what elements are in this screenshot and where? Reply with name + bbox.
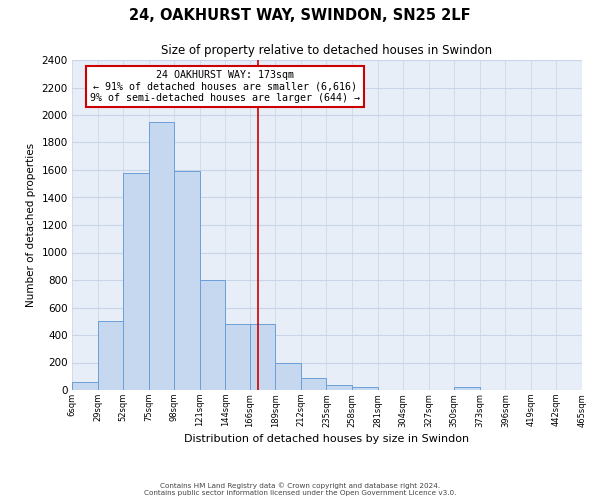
Text: Contains HM Land Registry data © Crown copyright and database right 2024.: Contains HM Land Registry data © Crown c…	[160, 482, 440, 489]
Text: Contains public sector information licensed under the Open Government Licence v3: Contains public sector information licen…	[144, 490, 456, 496]
Bar	[174, 172, 200, 390]
Y-axis label: Number of detached properties: Number of detached properties	[26, 143, 36, 307]
Bar	[200, 280, 226, 390]
Text: 24 OAKHURST WAY: 173sqm
← 91% of detached houses are smaller (6,616)
9% of semi-: 24 OAKHURST WAY: 173sqm ← 91% of detache…	[90, 70, 360, 103]
Bar	[98, 322, 123, 390]
Bar	[226, 324, 250, 390]
Title: Size of property relative to detached houses in Swindon: Size of property relative to detached ho…	[161, 44, 493, 58]
Bar	[123, 173, 149, 390]
Text: 24, OAKHURST WAY, SWINDON, SN25 2LF: 24, OAKHURST WAY, SWINDON, SN25 2LF	[129, 8, 471, 22]
Bar	[250, 324, 275, 390]
X-axis label: Distribution of detached houses by size in Swindon: Distribution of detached houses by size …	[184, 434, 470, 444]
Bar	[301, 378, 326, 390]
Bar	[326, 385, 352, 390]
Bar	[72, 382, 98, 390]
Bar	[352, 386, 377, 390]
Bar	[454, 387, 480, 390]
Bar	[275, 363, 301, 390]
Bar	[149, 122, 174, 390]
